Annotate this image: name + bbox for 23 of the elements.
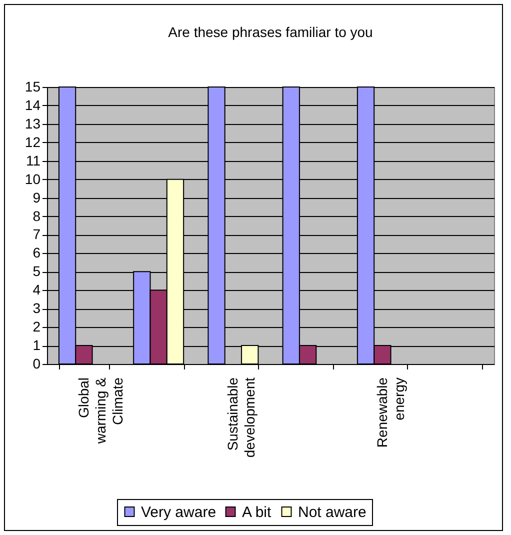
y-tick-label: 2 [32,318,41,335]
y-tick-label: 15 [24,78,41,94]
y-tick-label: 12 [24,134,41,150]
y-tick-label: 10 [24,170,41,187]
y-tick-label: 8 [32,208,41,224]
x-tick-label: Global warming & Climate [75,376,126,445]
y-tick-label: 3 [32,300,41,316]
y-tick-label: 13 [24,115,41,132]
y-tick-label: 7 [32,226,41,242]
y-tick-label: 9 [32,189,41,206]
y-tick-label: 11 [26,152,41,168]
legend-label: Not aware [298,504,366,521]
y-tick-label: 5 [32,263,41,280]
y-tick-label: 4 [32,282,41,298]
y-tick-label: 14 [24,96,41,113]
legend-label: Very aware [141,504,216,521]
legend-label: A bit [242,504,272,521]
chart-title: Are these phrases familiar to you [168,24,373,40]
x-tick-label: Sustainable development [224,377,258,458]
x-tick-label: Renewable energy [374,377,407,448]
y-tick-label: 1 [32,337,41,354]
y-tick-label: 0 [32,356,41,372]
y-tick-label: 6 [32,244,41,261]
